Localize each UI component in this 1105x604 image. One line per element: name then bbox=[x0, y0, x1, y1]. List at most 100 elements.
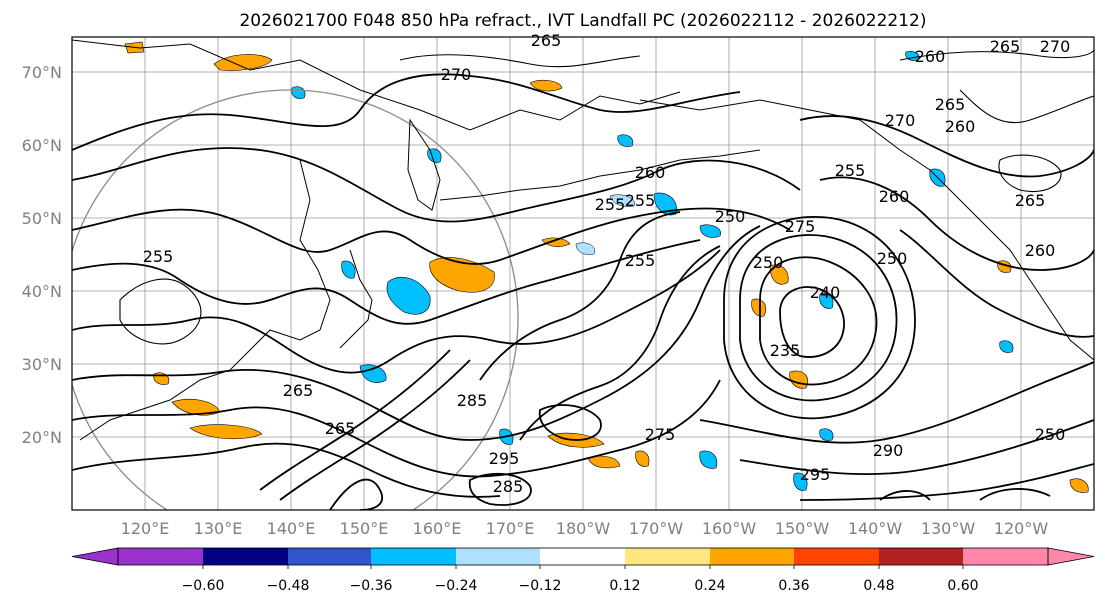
colorbar-segment bbox=[710, 548, 794, 565]
contour-line bbox=[479, 211, 681, 381]
contour-line bbox=[72, 442, 501, 498]
contour-line bbox=[519, 245, 721, 441]
colorbar-tick-label: −0.48 bbox=[267, 578, 310, 594]
contour-line bbox=[72, 207, 791, 265]
map-border bbox=[71, 36, 1095, 511]
latitude-label: 50°N bbox=[22, 209, 62, 228]
contour-label: 275 bbox=[645, 425, 676, 444]
blue-patch bbox=[793, 472, 808, 491]
orange-patch bbox=[541, 237, 571, 247]
projection-circle bbox=[72, 89, 519, 510]
colorbar-tick-label: 0.36 bbox=[778, 578, 809, 594]
colorbar-tick-label: −0.36 bbox=[350, 578, 393, 594]
contour-label: 265 bbox=[531, 31, 562, 50]
lightblue-patch bbox=[575, 242, 596, 255]
contour-label: 270 bbox=[1040, 37, 1071, 56]
contour-label: 255 bbox=[625, 251, 656, 270]
contour-line bbox=[538, 404, 602, 441]
blue-patch bbox=[386, 276, 431, 315]
colorbar-segment bbox=[203, 548, 288, 565]
contour-line bbox=[739, 234, 898, 402]
contour-line bbox=[779, 286, 845, 358]
map-title: 2026021700 F048 850 hPa refract., IVT La… bbox=[239, 11, 926, 31]
contour-label: 265 bbox=[1015, 191, 1046, 210]
contour-line bbox=[899, 49, 1094, 61]
colorbar-tick-label: −0.12 bbox=[519, 578, 562, 594]
longitude-label: 130°W bbox=[921, 519, 976, 538]
contour-label: 250 bbox=[715, 207, 746, 226]
contour-line bbox=[329, 478, 383, 510]
refractivity-contours bbox=[72, 73, 1094, 510]
contour-label: 260 bbox=[945, 117, 976, 136]
contour-line bbox=[959, 89, 1094, 124]
contour-line bbox=[799, 115, 1094, 178]
contour-line bbox=[879, 490, 931, 501]
blue-patch bbox=[999, 340, 1014, 353]
contour-label: 265 bbox=[325, 419, 356, 438]
colorbar: −0.60 −0.48 −0.36 −0.24 −0.12 0.12 0.24 0.36 0.4… bbox=[71, 547, 1095, 594]
contour-line bbox=[899, 229, 1094, 338]
latitude-labels: 70°N 60°N 50°N 40°N 30°N 20°N bbox=[22, 63, 62, 447]
colorbar-tick-label: −0.24 bbox=[435, 578, 478, 594]
colorbar-segment bbox=[288, 548, 371, 565]
orange-patch bbox=[635, 450, 650, 467]
longitude-label: 150°E bbox=[340, 519, 389, 538]
contour-line bbox=[399, 54, 641, 68]
colorbar-segment bbox=[371, 548, 456, 565]
orange-patch bbox=[751, 298, 767, 317]
colorbar-tick-label: 0.48 bbox=[863, 578, 894, 594]
contour-line bbox=[119, 278, 202, 345]
contour-label: 255 bbox=[835, 161, 866, 180]
contour-label: 265 bbox=[935, 95, 966, 114]
coastline-japan bbox=[339, 249, 373, 349]
longitude-label: 140°E bbox=[267, 519, 316, 538]
orange-patch bbox=[529, 79, 563, 92]
contour-line bbox=[72, 73, 741, 151]
blue-patch bbox=[359, 364, 387, 383]
colorbar-segment bbox=[794, 548, 879, 565]
coastlines bbox=[72, 39, 1094, 441]
contour-line bbox=[72, 379, 721, 478]
contour-label: 270 bbox=[441, 65, 472, 84]
blue-patch bbox=[617, 134, 634, 147]
longitude-label: 170°W bbox=[629, 519, 684, 538]
longitude-label: 150°W bbox=[775, 519, 830, 538]
contour-line bbox=[279, 359, 471, 501]
contour-label: 260 bbox=[635, 163, 666, 182]
colorbar-segment bbox=[879, 548, 963, 565]
contour-line bbox=[799, 463, 1094, 501]
colorbar-outline bbox=[117, 547, 1049, 566]
orange-patch bbox=[429, 257, 495, 293]
longitude-labels: 120°E 130°E 140°E 150°E 160°E 170°E 180°W 170°W… bbox=[121, 519, 1049, 538]
longitude-label: 120°W bbox=[994, 519, 1049, 538]
coastline-alaska bbox=[639, 99, 1094, 361]
contour-line bbox=[699, 361, 1094, 444]
contour-label: 240 bbox=[810, 283, 841, 302]
contour-line bbox=[72, 147, 801, 223]
map-area bbox=[72, 37, 1094, 510]
coastline-aleutians bbox=[439, 149, 761, 201]
longitude-label: 140°W bbox=[848, 519, 903, 538]
contour-line bbox=[723, 215, 916, 420]
colorbar-segment bbox=[118, 548, 203, 565]
longitude-label: 120°E bbox=[121, 519, 170, 538]
contour-label: 285 bbox=[457, 391, 488, 410]
orange-patch bbox=[1069, 478, 1089, 493]
colorbar-tick-label: −0.60 bbox=[182, 578, 225, 594]
blue-patch bbox=[341, 260, 356, 279]
longitude-label: 170°E bbox=[486, 519, 535, 538]
longitude-label: 160°E bbox=[413, 519, 462, 538]
colorbar-tick-label: 0.24 bbox=[694, 578, 725, 594]
longitude-label: 160°W bbox=[702, 519, 757, 538]
contour-line bbox=[739, 419, 1094, 476]
longitude-label: 130°E bbox=[194, 519, 243, 538]
contour-label: 250 bbox=[753, 253, 784, 272]
contour-label: 265 bbox=[283, 381, 314, 400]
orange-patch bbox=[189, 424, 263, 440]
contour-line bbox=[72, 239, 701, 325]
latitude-label: 20°N bbox=[22, 428, 62, 447]
contour-line bbox=[72, 249, 721, 374]
contour-label: 265 bbox=[990, 37, 1021, 56]
contour-label: 255 bbox=[143, 247, 174, 266]
